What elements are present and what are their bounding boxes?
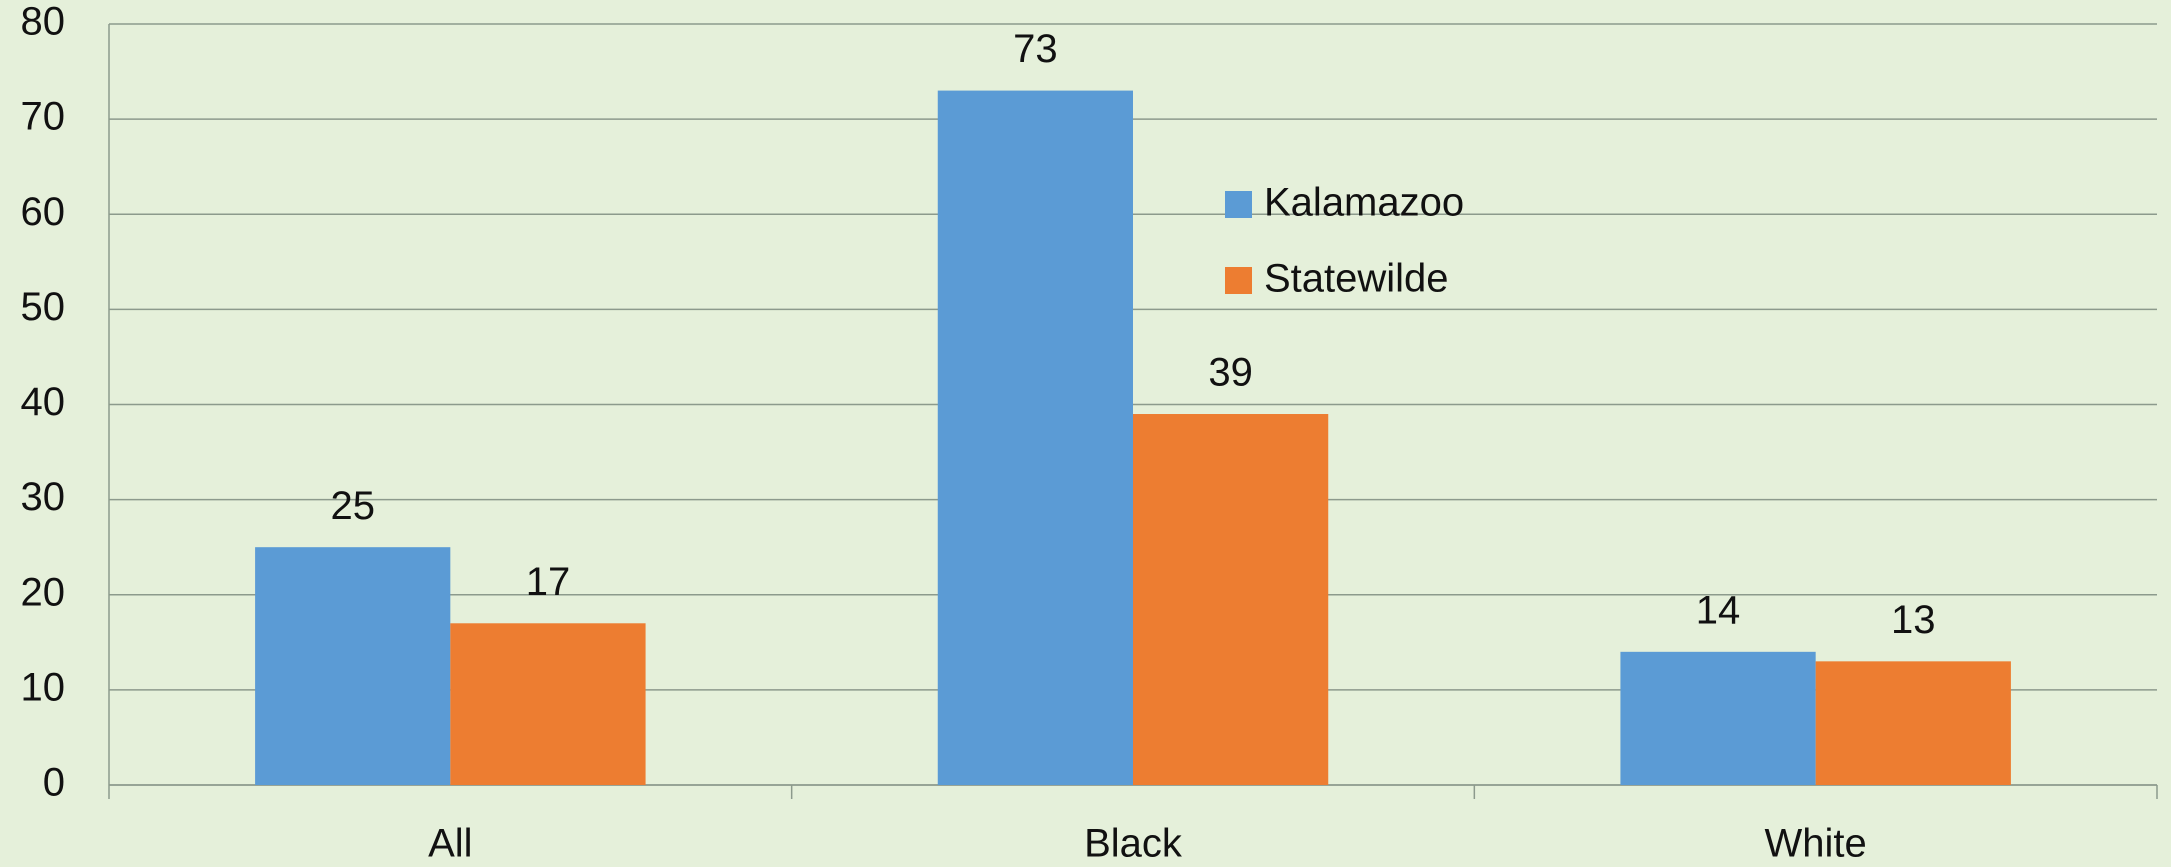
legend-label: Kalamazoo bbox=[1264, 181, 1464, 225]
bar bbox=[255, 547, 451, 785]
data-label: 13 bbox=[1891, 598, 1936, 642]
data-label: 73 bbox=[1013, 27, 1058, 71]
y-tick-label: 60 bbox=[21, 190, 66, 234]
data-label: 25 bbox=[330, 484, 375, 528]
y-tick-label: 70 bbox=[21, 95, 66, 139]
bar bbox=[1133, 414, 1329, 785]
bar bbox=[1815, 661, 2011, 785]
legend-label: Statewilde bbox=[1264, 257, 1449, 301]
x-tick-label: All bbox=[428, 822, 472, 866]
y-tick-label: 80 bbox=[21, 0, 66, 44]
data-label: 17 bbox=[526, 560, 571, 604]
y-tick-label: 20 bbox=[21, 570, 66, 614]
data-label: 39 bbox=[1208, 351, 1253, 395]
data-label: 14 bbox=[1696, 588, 1741, 632]
x-tick-label: Black bbox=[1084, 822, 1183, 866]
legend-swatch bbox=[1225, 191, 1252, 218]
bar bbox=[450, 623, 646, 785]
y-tick-label: 40 bbox=[21, 380, 66, 424]
x-tick-label: White bbox=[1765, 822, 1867, 866]
bar bbox=[937, 90, 1133, 785]
y-tick-label: 30 bbox=[21, 475, 66, 519]
legend-swatch bbox=[1225, 267, 1252, 294]
y-tick-label: 0 bbox=[43, 761, 65, 805]
y-tick-label: 10 bbox=[21, 665, 66, 709]
y-tick-label: 50 bbox=[21, 285, 66, 329]
bar bbox=[1620, 651, 1816, 785]
